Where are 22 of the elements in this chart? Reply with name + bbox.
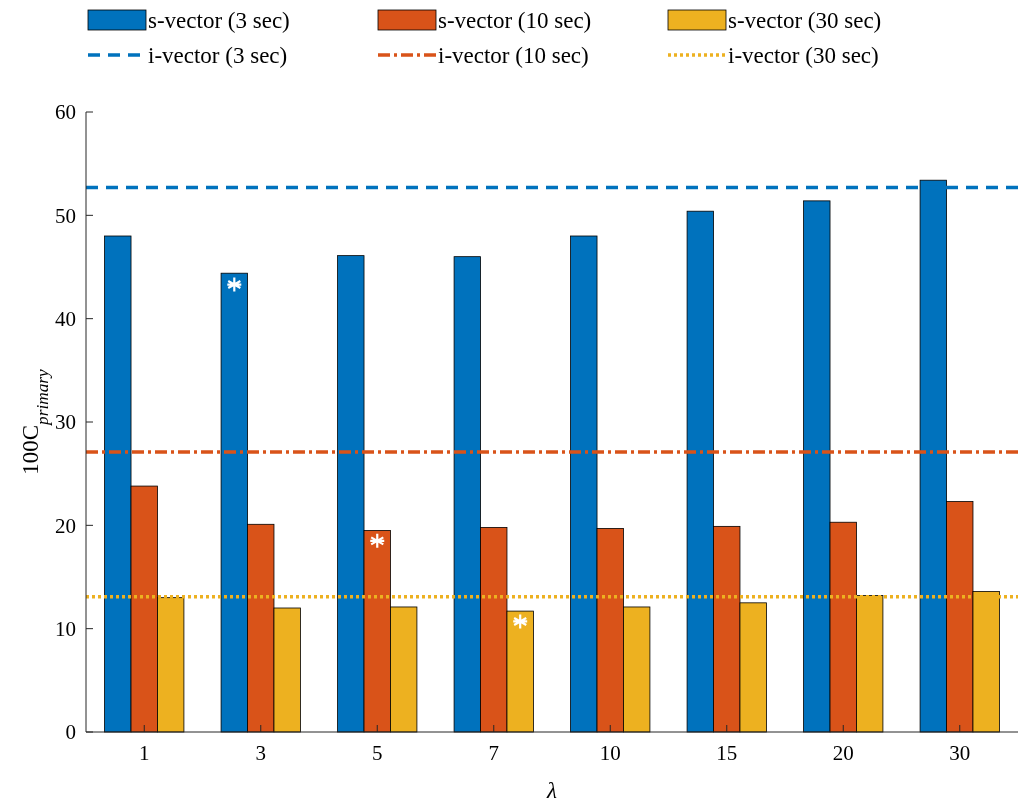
x-tick-label: 7: [488, 741, 499, 765]
y-tick-label: 10: [55, 617, 76, 642]
y-tick-label: 0: [65, 720, 76, 745]
x-tick-label: 10: [599, 741, 621, 765]
x-axis-title: λ: [546, 778, 558, 803]
y-tick-label: 50: [55, 203, 76, 228]
x-tick-label: 1: [139, 741, 150, 765]
y-tick-label: 30: [55, 410, 76, 435]
legend-label: s-vector (30 sec): [728, 8, 882, 33]
y-tick-label: 60: [55, 100, 76, 125]
legend-label: s-vector (10 sec): [438, 8, 592, 33]
x-tick-label: 3: [255, 741, 266, 765]
legend-label: i-vector (30 sec): [728, 43, 879, 68]
legend-label: i-vector (10 sec): [438, 43, 589, 68]
x-tick-label: 30: [949, 741, 971, 765]
y-tick-label: 40: [55, 307, 76, 332]
x-tick-label: 5: [372, 741, 383, 765]
x-tick-label: 15: [716, 741, 738, 765]
x-tick-label: 20: [832, 741, 854, 765]
legend-label: s-vector (3 sec): [148, 8, 290, 33]
legend-label: i-vector (3 sec): [148, 43, 288, 68]
y-tick-label: 20: [55, 513, 76, 538]
